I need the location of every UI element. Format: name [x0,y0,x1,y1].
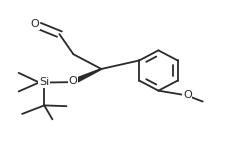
Text: O: O [183,90,192,100]
Text: O: O [69,76,77,86]
Polygon shape [70,69,102,84]
Text: O: O [31,19,39,29]
Text: Si: Si [39,78,49,87]
